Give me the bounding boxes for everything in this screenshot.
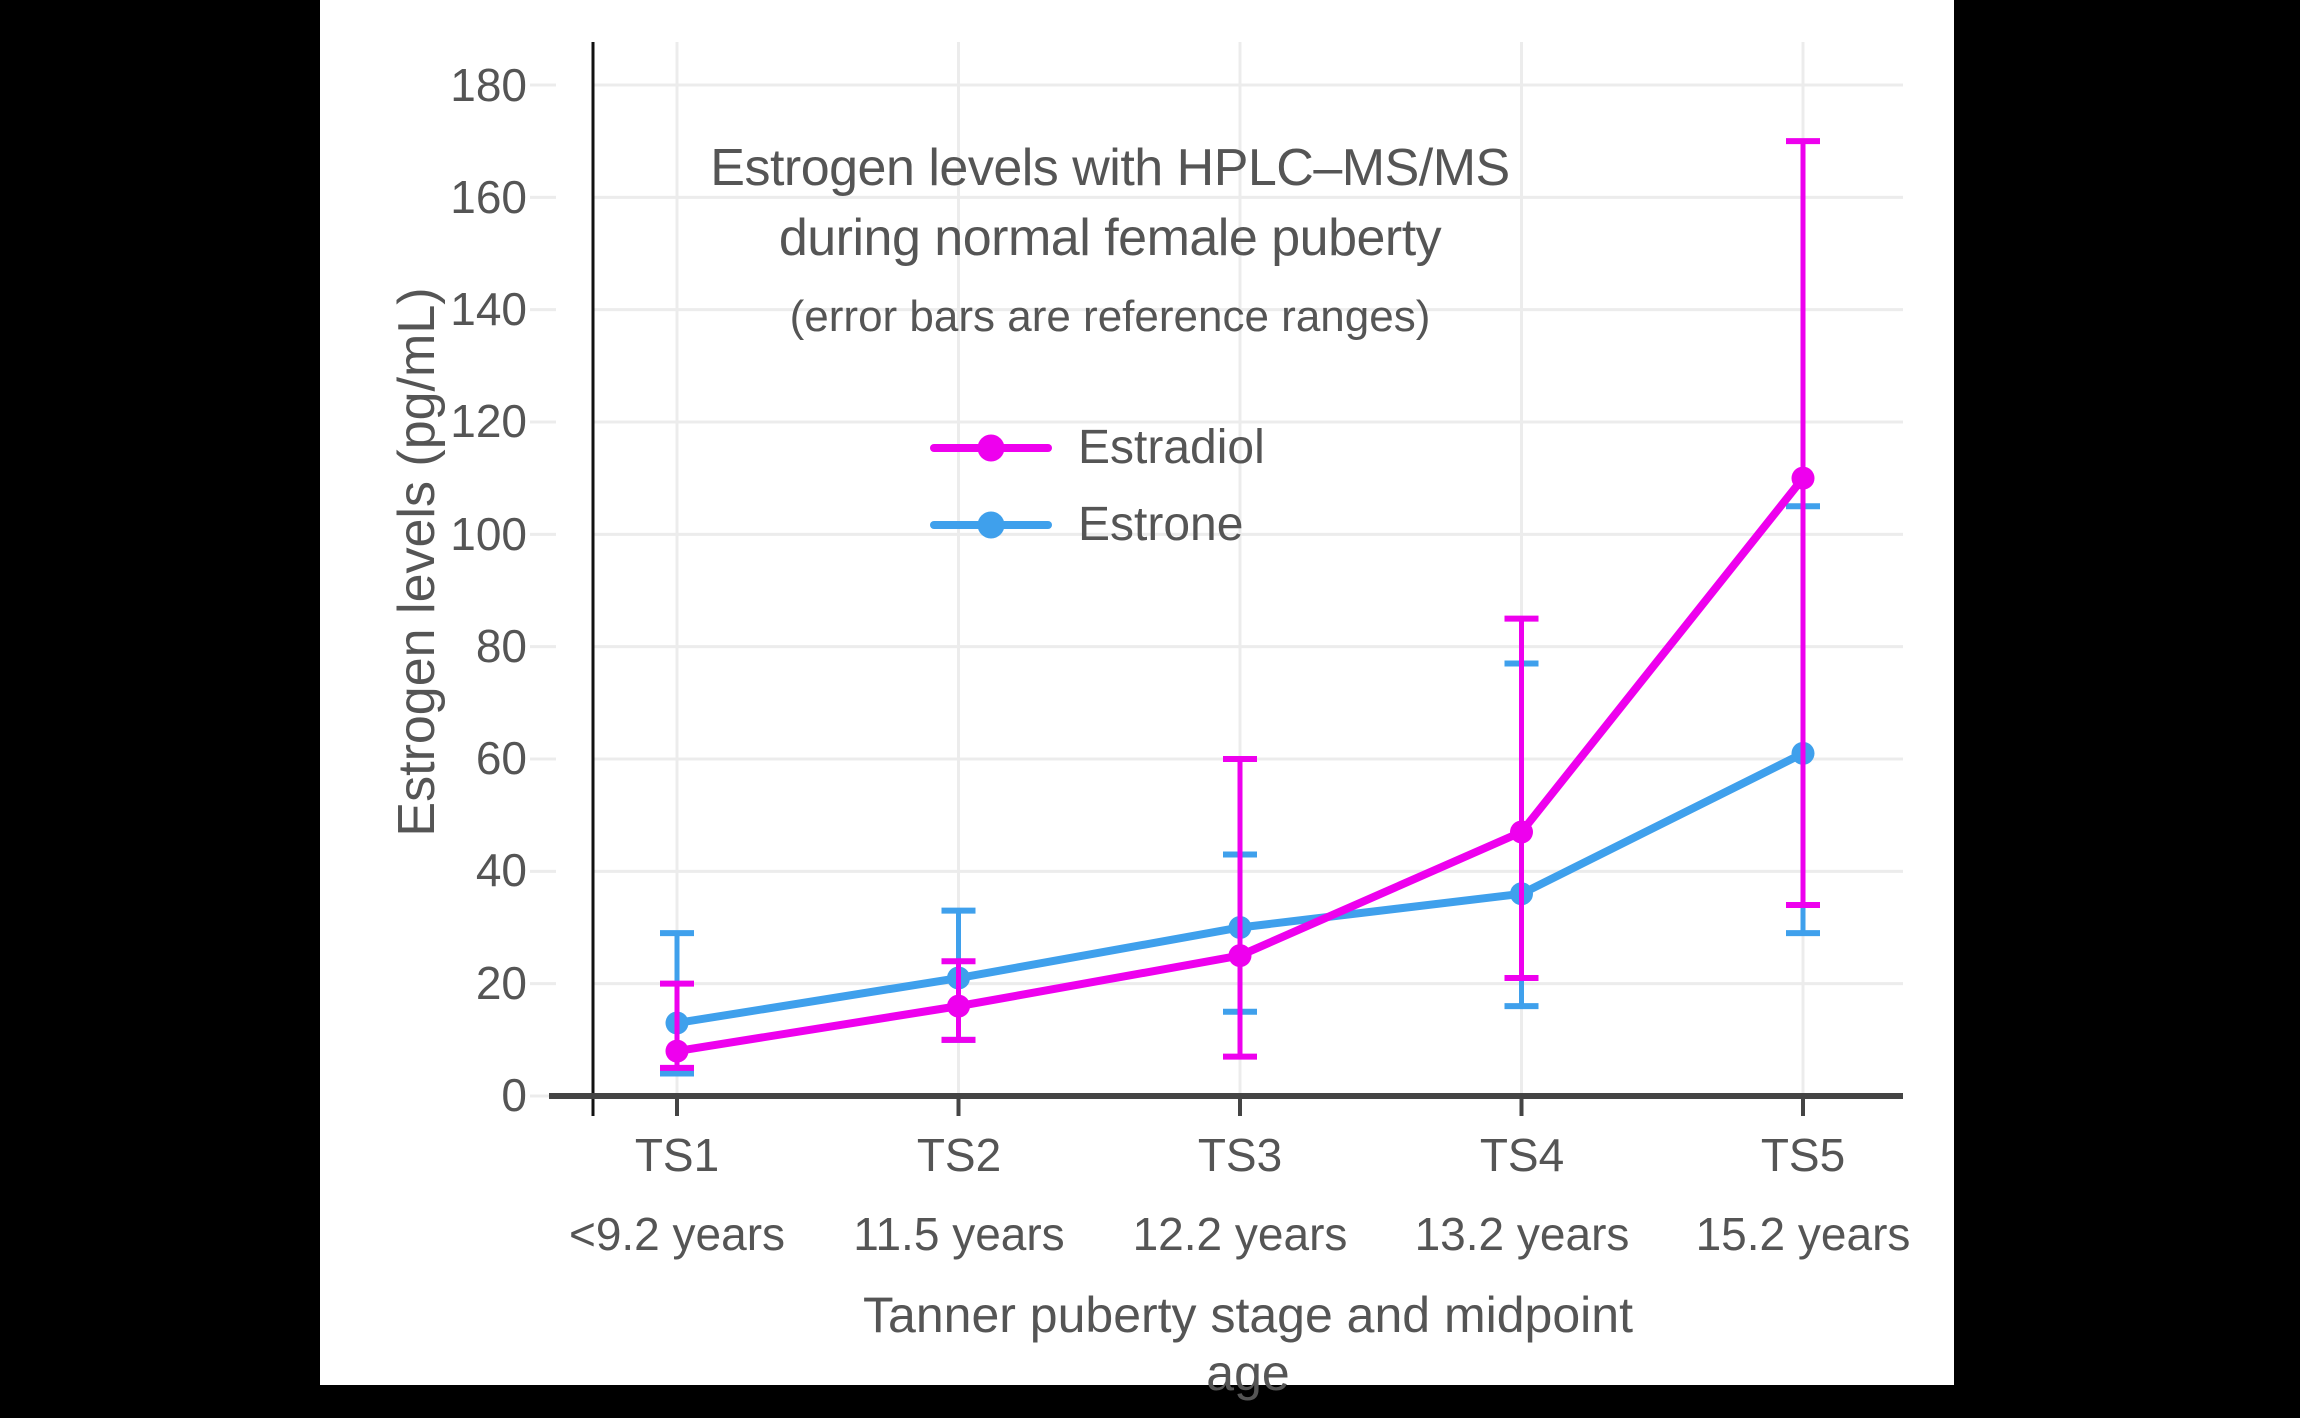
chart-title-line2: during normal female puberty: [778, 209, 1442, 267]
x-tick-ts5: TS5: [1760, 1129, 1846, 1181]
y-tick-20: 20: [475, 957, 527, 1009]
y-tick-180: 180: [450, 59, 527, 111]
x-tick-ts1: TS1: [634, 1129, 720, 1181]
x-age-ts1: <9.2 years: [568, 1208, 786, 1260]
y-tick-60: 60: [475, 732, 527, 784]
y-tick-100: 100: [450, 508, 527, 560]
x-tick-ts2: TS2: [916, 1129, 1002, 1181]
x-tick-ts4: TS4: [1479, 1129, 1565, 1181]
chart-title-line1: Estrogen levels with HPLC–MS/MS: [710, 139, 1510, 197]
y-tick-40: 40: [475, 844, 527, 896]
x-age-ts5: 15.2 years: [1695, 1208, 1911, 1260]
legend-label-estrone: Estrone: [1078, 498, 1244, 551]
x-age-ts4: 13.2 years: [1414, 1208, 1630, 1260]
y-tick-160: 160: [450, 171, 527, 223]
x-axis-title: Tanner puberty stage and midpoint age: [863, 1287, 1633, 1401]
y-tick-0: 0: [501, 1069, 527, 1121]
estradiol-line-marker-icon: [930, 434, 1052, 461]
x-age-ts3: 12.2 years: [1132, 1208, 1348, 1260]
legend-item-estrone: Estrone: [930, 497, 1243, 552]
x-age-ts2: 11.5 years: [853, 1208, 1065, 1260]
chart-figure: Estrogen levels with HPLC–MS/MS during n…: [320, 0, 1954, 1401]
legend-item-estradiol: Estradiol: [930, 420, 1265, 475]
legend-label-estradiol: Estradiol: [1078, 421, 1265, 474]
estrone-line-marker-icon: [930, 511, 1052, 538]
plot-area: [530, 42, 1903, 1116]
y-tick-140: 140: [450, 283, 527, 335]
estradiol-dot-icon: [977, 434, 1005, 461]
y-tick-120: 120: [450, 395, 527, 447]
estrone-dot-icon: [977, 511, 1005, 538]
y-tick-80: 80: [475, 620, 527, 672]
chart-subtitle: (error bars are reference ranges): [789, 292, 1431, 341]
x-tick-ts3: TS3: [1197, 1129, 1283, 1181]
